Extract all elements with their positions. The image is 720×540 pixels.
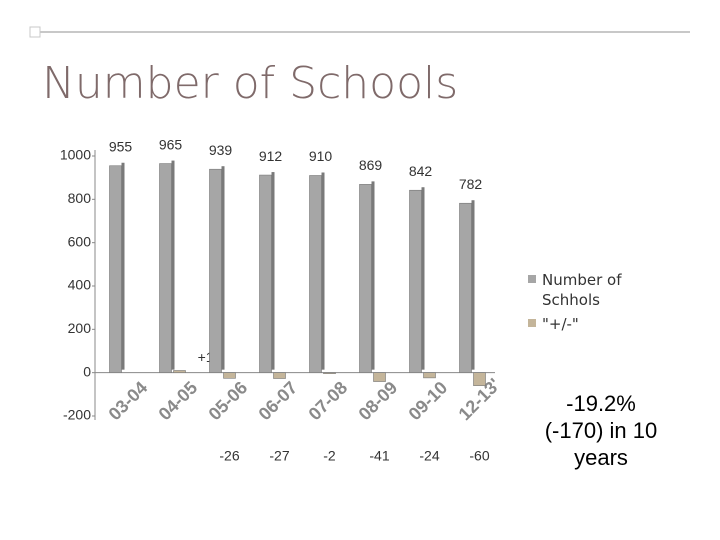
- x-tick-label: 07-08: [305, 377, 352, 424]
- y-tick-label: 200: [68, 320, 92, 336]
- value-label: 782: [459, 176, 483, 192]
- chart-title: Number of Schools: [42, 58, 459, 109]
- legend-label: "+/-": [542, 315, 579, 333]
- bar-side: [471, 200, 475, 370]
- value-label: 939: [209, 142, 233, 158]
- value-label: -27: [269, 447, 289, 463]
- bar: [109, 165, 122, 373]
- x-tick-label: 04-05: [155, 377, 202, 424]
- annotation: -19.2% (-170) in 10 years: [544, 391, 658, 470]
- value-label: 910: [309, 148, 333, 164]
- bar: [159, 163, 172, 373]
- bar: [423, 372, 436, 379]
- bar: [409, 189, 422, 373]
- value-label: -41: [369, 447, 389, 463]
- y-tick-label: 800: [68, 190, 92, 206]
- value-label: 965: [159, 136, 183, 152]
- value-label: -26: [219, 447, 239, 463]
- bar: [359, 184, 372, 373]
- bar-side: [121, 162, 125, 370]
- x-tick-label: 06-07: [255, 377, 302, 424]
- bar-side: [271, 172, 275, 370]
- y-tick-label: -200: [63, 407, 91, 423]
- bar: [209, 168, 222, 373]
- legend-label: Number of Schhols: [542, 271, 622, 309]
- y-tick-label: 600: [68, 233, 92, 249]
- legend-item: "+/-": [528, 314, 638, 334]
- top-box: [29, 26, 41, 38]
- y-tick-label: 400: [68, 277, 92, 293]
- value-label: -60: [469, 447, 489, 463]
- value-label: 955: [109, 138, 133, 154]
- bar: [309, 175, 322, 373]
- y-tick-label: 1000: [60, 147, 91, 163]
- value-label: 912: [259, 148, 283, 164]
- bar-side: [221, 166, 225, 370]
- x-tick-label: 08-09: [355, 377, 402, 424]
- legend-swatch: [528, 275, 536, 283]
- bar-side: [171, 160, 175, 370]
- bar: [223, 372, 236, 379]
- x-tick-label: 03-04: [105, 377, 152, 424]
- bar: [473, 372, 486, 386]
- y-tick-label: 0: [83, 363, 91, 379]
- bar-side: [371, 181, 375, 370]
- bar: [173, 370, 186, 373]
- value-label: -24: [419, 447, 439, 463]
- value-label: 869: [359, 157, 383, 173]
- bar: [259, 174, 272, 373]
- bar: [323, 372, 336, 374]
- bar-side: [421, 187, 425, 370]
- bar-side: [321, 172, 325, 370]
- value-label: -2: [323, 447, 336, 463]
- x-tick-label: 05-06: [205, 377, 252, 424]
- legend-swatch: [528, 319, 536, 327]
- bar: [373, 372, 386, 382]
- value-label: 842: [409, 163, 433, 179]
- bar: [273, 372, 286, 379]
- x-tick-label: 09-10: [405, 377, 452, 424]
- legend: Number of Schhols "+/-": [528, 270, 638, 338]
- bar: [459, 202, 472, 373]
- legend-item: Number of Schhols: [528, 270, 638, 310]
